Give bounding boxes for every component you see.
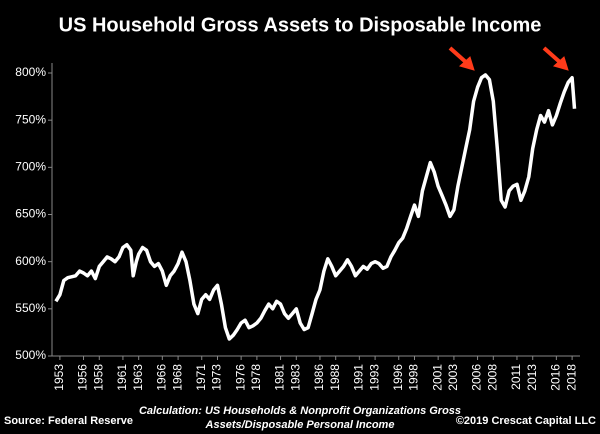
x-tick-label: 1966 (155, 364, 169, 391)
x-tick-label: 1963 (131, 364, 145, 391)
x-tick-label: 2003 (446, 364, 460, 391)
y-tick-label: 650% (15, 207, 46, 221)
x-tick-label: 1973 (210, 364, 224, 391)
x-tick-label: 2018 (564, 364, 578, 391)
x-tick-label: 1976 (233, 364, 247, 391)
x-tick-label: 2016 (549, 364, 563, 391)
x-tick-label: 1968 (170, 364, 184, 391)
x-tick-label: 1978 (249, 364, 263, 391)
x-tick-label: 2008 (485, 364, 499, 391)
y-tick-label: 750% (15, 112, 46, 126)
source: Source: Federal Reserve (4, 415, 133, 427)
x-tick-label: 2006 (470, 364, 484, 391)
note: Assets/Disposable Personal Income (205, 419, 395, 431)
note: Calculation: US Households & Nonprofit O… (139, 405, 461, 417)
chart-title: US Household Gross Assets to Disposable … (59, 14, 542, 36)
y-tick-label: 600% (15, 254, 46, 268)
x-tick-label: 1996 (391, 364, 405, 391)
x-tick-label: 2001 (430, 364, 444, 391)
line (54, 73, 577, 341)
x-tick-label: 1983 (288, 364, 302, 391)
x-tick-label: 1958 (91, 364, 105, 391)
x-tick-label: 1953 (52, 364, 66, 391)
x-tick-label: 1971 (194, 364, 208, 391)
x-tick-label: 1986 (312, 364, 326, 391)
x-tick-label: 1981 (273, 364, 287, 391)
x-tick-label: 2011 (509, 364, 523, 390)
arrow-head (458, 56, 475, 71)
x-tick-label: 1991 (352, 364, 366, 391)
x-tick-label: 1956 (76, 364, 90, 391)
y-tick-label: 550% (15, 301, 46, 315)
arrow-head (552, 56, 569, 71)
y-tick-label: 800% (15, 65, 46, 79)
credit: ©2019 Crescat Capital LLC (456, 415, 596, 427)
x-tick-label: 2013 (525, 364, 539, 391)
arrow (448, 46, 569, 71)
x-tick-label: 1988 (328, 364, 342, 391)
x-tick-label: 1961 (115, 364, 129, 391)
y-tick-label: 500% (15, 348, 46, 362)
x-tick-label: 1998 (407, 364, 421, 391)
y-tick-label: 700% (15, 160, 46, 174)
x-tick-label: 1993 (367, 364, 381, 391)
